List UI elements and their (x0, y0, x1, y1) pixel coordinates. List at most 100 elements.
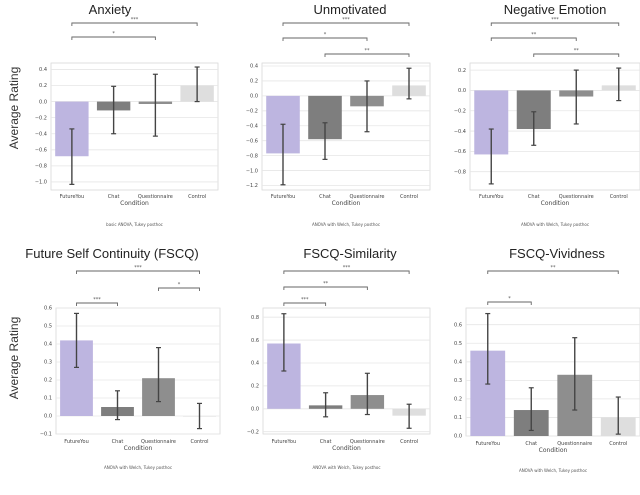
significance-label: ** (323, 281, 329, 287)
error-bar-futureyou (488, 128, 494, 185)
significance-bracket: ** (283, 281, 368, 290)
significance-label: *** (301, 297, 309, 303)
x-tick-label: Questionnaire (349, 194, 384, 200)
y-tick-label: −0.1 (40, 432, 52, 438)
error-bar-questionnaire (152, 73, 158, 137)
significance-bracket: *** (71, 17, 198, 26)
error-bar-futureyou (485, 312, 491, 385)
chart-title: FSCQ-Similarity (303, 246, 397, 261)
stats-note: ANOVA with Welch, Tukey posthoc (104, 465, 172, 470)
y-tick-label: 0.0 (454, 434, 462, 440)
stats-note: basic ANOVA, Tukey posthoc (106, 222, 163, 227)
significance-label: * (178, 282, 181, 288)
y-tick-label: 0.2 (39, 83, 47, 89)
chart-title: Anxiety (89, 2, 132, 17)
y-tick-label: 0.0 (458, 88, 466, 94)
x-tick-label: Control (190, 439, 208, 445)
x-tick-label: FutureYou (271, 194, 296, 200)
x-tick-label: Questionnaire (559, 194, 594, 200)
y-axis-label: Average Rating (7, 67, 21, 150)
error-bar-questionnaire (364, 80, 370, 133)
x-axis-label: Condition (120, 200, 149, 207)
significance-bracket: ** (324, 48, 410, 57)
y-tick-label: −0.4 (35, 131, 47, 137)
x-axis-label: Condition (541, 200, 570, 207)
y-tick-label: 0.5 (454, 341, 462, 347)
significance-label: *** (551, 17, 559, 23)
x-tick-label: Chat (319, 194, 331, 200)
stats-note: ANOVA with Welch, Tukey posthoc (519, 468, 587, 473)
x-tick-label: FutureYou (272, 439, 297, 445)
y-tick-label: 0.3 (454, 378, 462, 384)
significance-bracket: ** (490, 32, 577, 41)
x-axis-label: Condition (332, 200, 361, 207)
significance-bracket: *** (282, 17, 410, 26)
y-tick-label: 0.4 (251, 361, 259, 367)
significance-label: * (112, 31, 115, 37)
y-tick-label: −1.2 (246, 183, 258, 189)
x-tick-label: FutureYou (475, 441, 500, 447)
significance-label: ** (531, 32, 537, 38)
y-tick-label: −1.0 (35, 180, 47, 186)
x-tick-label: Chat (525, 441, 537, 447)
x-tick-label: Control (609, 441, 627, 447)
error-bar-control (194, 66, 200, 103)
y-tick-label: 0.1 (44, 396, 52, 402)
x-tick-label: FutureYou (64, 439, 89, 445)
error-bar-chat (528, 387, 534, 432)
chart-title: Unmotivated (314, 2, 387, 17)
chart-title: Negative Emotion (504, 2, 607, 17)
x-axis-label: Condition (332, 445, 361, 452)
error-bar-chat (531, 111, 537, 146)
x-tick-label: Chat (320, 439, 332, 445)
significance-bracket: *** (283, 265, 410, 274)
error-bar-control (616, 67, 622, 102)
significance-label: *** (342, 17, 350, 23)
y-tick-label: −0.2 (246, 109, 258, 115)
error-bar-chat (323, 392, 329, 418)
x-tick-label: Questionnaire (557, 441, 592, 447)
y-tick-label: −0.8 (454, 169, 466, 175)
error-bar-control (406, 67, 412, 100)
y-tick-label: 0.6 (251, 338, 259, 344)
y-tick-label: −0.6 (35, 148, 47, 154)
y-tick-label: 0.4 (454, 359, 462, 365)
x-tick-label: Control (400, 439, 418, 445)
y-tick-label: 0.4 (39, 67, 47, 73)
significance-label: ** (574, 48, 580, 54)
significance-bracket: *** (283, 297, 327, 306)
stats-note: ANOVA with Welch, Tukey posthoc (312, 222, 380, 227)
x-tick-label: Control (610, 194, 628, 200)
panel-fscq-vividness: FSCQ-Vividness 0.0 0.1 0.2 0.3 0.4 0.5 0.6 Futur… (454, 246, 640, 473)
y-tick-label: 0.2 (251, 384, 259, 390)
error-bar-futureyou (280, 123, 286, 186)
y-tick-label: 0.2 (250, 79, 258, 85)
significance-label: ** (551, 265, 557, 271)
error-bar-futureyou (74, 312, 79, 368)
significance-bracket: *** (490, 17, 620, 26)
y-tick-label: 0.0 (251, 407, 259, 413)
chart-title: FSCQ-Vividness (509, 246, 605, 261)
panel-future-self-continuity-fscq: Future Self Continuity (FSCQ) −0.1 0.0 0.1 0… (7, 246, 221, 470)
y-tick-label: 0.8 (251, 315, 259, 321)
x-tick-label: Chat (528, 194, 540, 200)
panel-negative-emotion: Negative Emotion −0.8 −0.6 −0.4 −0.2 0.0 0.2 Fu… (454, 2, 640, 227)
chart-title: Future Self Continuity (FSCQ) (25, 246, 198, 261)
error-bar-questionnaire (156, 347, 161, 403)
significance-bracket: * (487, 296, 532, 305)
x-tick-label: FutureYou (60, 194, 85, 200)
stats-note: ANOVA with Welch, Tukey posthoc (521, 222, 589, 227)
x-tick-label: Chat (108, 194, 120, 200)
significance-label: * (324, 32, 327, 38)
significance-bracket: *** (76, 297, 118, 306)
significance-bracket: ** (533, 48, 620, 57)
error-bar-control (615, 396, 621, 435)
x-tick-label: Control (188, 194, 206, 200)
y-tick-label: 0.2 (454, 397, 462, 403)
y-tick-label: −0.4 (454, 129, 466, 135)
x-tick-label: FutureYou (479, 194, 504, 200)
error-bar-questionnaire (364, 372, 370, 416)
significance-label: *** (131, 17, 139, 23)
significance-bracket: * (158, 282, 200, 291)
y-axis-label: Average Rating (7, 317, 21, 400)
